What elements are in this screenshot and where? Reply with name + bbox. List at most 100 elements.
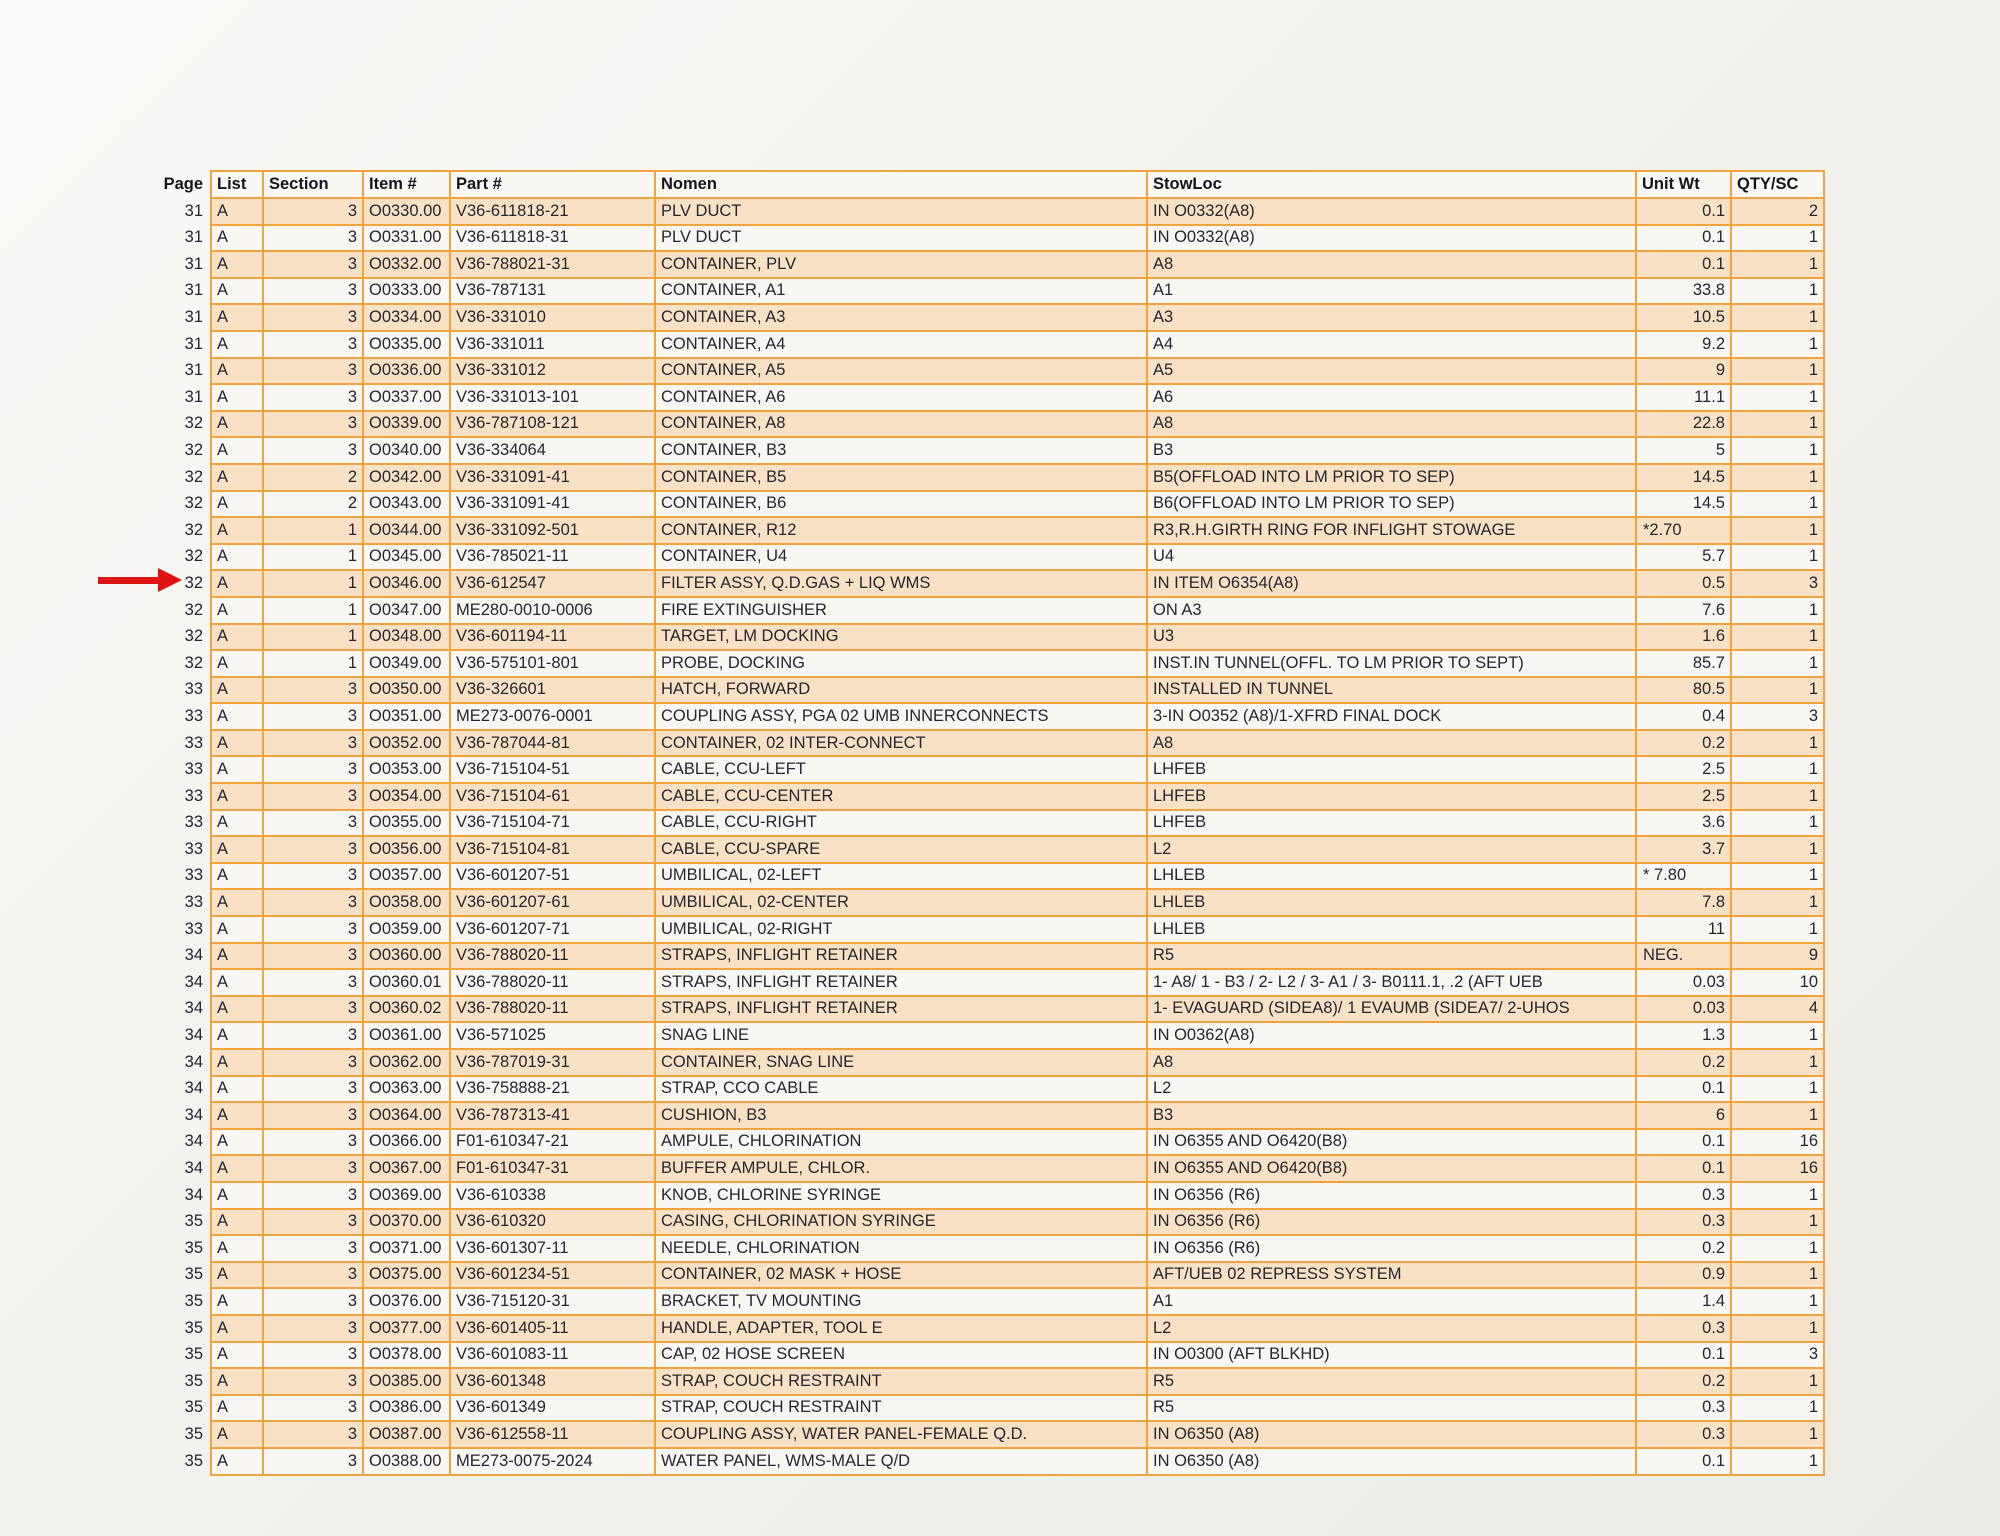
- cell-qty_sc: 1: [1730, 1260, 1825, 1290]
- cell-list: A: [210, 276, 264, 306]
- cell-page: 34: [184, 1052, 203, 1071]
- cell-page: 32: [184, 440, 203, 459]
- cell-list: A: [210, 1048, 264, 1077]
- cell-section: 3: [262, 1154, 364, 1183]
- cell-list: A: [210, 1393, 264, 1423]
- table-row: 31 A 3 O0330.00 V36-611818-21 PLV DUCT IN O033…: [146, 197, 1825, 226]
- cell-unit_wt: 2.5: [1635, 782, 1732, 811]
- cell-item: O0336.00: [362, 356, 451, 386]
- cell-nomen: CABLE, CCU-LEFT: [654, 755, 1148, 785]
- header-unit-wt: Unit Wt: [1635, 170, 1732, 199]
- cell-qty_sc: 1: [1730, 1021, 1825, 1050]
- cell-stowloc: IN O6356 (R6): [1146, 1180, 1637, 1210]
- cell-part: V36-612547: [449, 569, 656, 598]
- cell-section: 3: [262, 1287, 364, 1316]
- cell-part: V36-601405-11: [449, 1313, 656, 1343]
- cell-section: 3: [262, 1340, 364, 1370]
- cell-nomen: CONTAINER, 02 MASK + HOSE: [654, 1260, 1148, 1290]
- cell-page: 32: [184, 520, 203, 539]
- cell-item: O0377.00: [362, 1313, 451, 1343]
- cell-qty_sc: 1: [1730, 622, 1825, 652]
- cell-nomen: CABLE, CCU-RIGHT: [654, 808, 1148, 838]
- cell-list: A: [210, 569, 264, 598]
- cell-unit_wt: 0.2: [1635, 728, 1732, 758]
- cell-part: V36-785021-11: [449, 542, 656, 572]
- cell-qty_sc: 1: [1730, 542, 1825, 572]
- cell-part: V36-601349: [449, 1393, 656, 1423]
- cell-qty_sc: 16: [1730, 1154, 1825, 1183]
- cell-qty_sc: 4: [1730, 994, 1825, 1024]
- table-row: 31 A 3 O0334.00 V36-331010 CONTAINER, A3 A3 10.…: [146, 303, 1825, 332]
- cell-item: O0360.02: [362, 994, 451, 1024]
- cell-item: O0342.00: [362, 462, 451, 492]
- cell-item: O0360.00: [362, 941, 451, 971]
- cell-nomen: PLV DUCT: [654, 197, 1148, 226]
- cell-item: O0339.00: [362, 409, 451, 439]
- cell-qty_sc: 1: [1730, 861, 1825, 891]
- cell-part: V36-331091-41: [449, 462, 656, 492]
- cell-section: 3: [262, 1393, 364, 1423]
- cell-unit_wt: 1.3: [1635, 1021, 1732, 1050]
- table-row: 32 A 1 O0346.00 V36-612547 FILTER ASSY, Q.D.G…: [146, 569, 1825, 598]
- cell-part: F01-610347-21: [449, 1127, 656, 1157]
- cell-nomen: NEEDLE, CHLORINATION: [654, 1234, 1148, 1263]
- cell-nomen: CUSHION, B3: [654, 1101, 1148, 1130]
- cell-page: 35: [184, 1212, 203, 1231]
- cell-item: O0349.00: [362, 649, 451, 678]
- cell-item: O0352.00: [362, 728, 451, 758]
- cell-list: A: [210, 622, 264, 652]
- cell-qty_sc: 1: [1730, 383, 1825, 412]
- cell-stowloc: IN O6356 (R6): [1146, 1207, 1637, 1237]
- table-row: 34 A 3 O0367.00 F01-610347-31 BUFFER AMPULE, …: [146, 1154, 1825, 1183]
- cell-section: 1: [262, 516, 364, 545]
- cell-nomen: AMPULE, CHLORINATION: [654, 1127, 1148, 1157]
- cell-page: 35: [184, 1398, 203, 1417]
- cell-part: V36-331091-41: [449, 489, 656, 519]
- cell-stowloc: A5: [1146, 356, 1637, 386]
- cell-page: 35: [184, 1424, 203, 1443]
- cell-nomen: CABLE, CCU-SPARE: [654, 835, 1148, 864]
- cell-item: O0346.00: [362, 569, 451, 598]
- cell-part: V36-715120-31: [449, 1287, 656, 1316]
- cell-list: A: [210, 303, 264, 332]
- cell-stowloc: A1: [1146, 1287, 1637, 1316]
- cell-qty_sc: 1: [1730, 1101, 1825, 1130]
- cell-list: A: [210, 250, 264, 279]
- table-row: 35 A 3 O0385.00 V36-601348 STRAP, COUCH RESTR…: [146, 1367, 1825, 1396]
- table-row: 35 A 3 O0388.00 ME273-0075-2024 WATER PANEL, …: [146, 1446, 1825, 1476]
- cell-item: O0351.00: [362, 702, 451, 731]
- cell-item: O0335.00: [362, 329, 451, 359]
- cell-part: V36-788020-11: [449, 968, 656, 997]
- cell-page: 33: [184, 760, 203, 779]
- cell-item: O0363.00: [362, 1074, 451, 1104]
- cell-section: 3: [262, 835, 364, 864]
- cell-stowloc: A6: [1146, 383, 1637, 412]
- cell-stowloc: B6(OFFLOAD INTO LM PRIOR TO SEP): [1146, 489, 1637, 519]
- cell-qty_sc: 1: [1730, 516, 1825, 545]
- cell-section: 1: [262, 542, 364, 572]
- cell-part: V36-331092-501: [449, 516, 656, 545]
- cell-item: O0345.00: [362, 542, 451, 572]
- cell-page: 33: [184, 866, 203, 885]
- cell-part: V36-601234-51: [449, 1260, 656, 1290]
- cell-stowloc: A8: [1146, 250, 1637, 279]
- cell-stowloc: A1: [1146, 276, 1637, 306]
- cell-list: A: [210, 702, 264, 731]
- cell-qty_sc: 1: [1730, 1048, 1825, 1077]
- cell-section: 3: [262, 1180, 364, 1210]
- table-row: 34 A 3 O0361.00 V36-571025 SNAG LINE IN O0362(…: [146, 1021, 1825, 1050]
- cell-page: 34: [184, 1185, 203, 1204]
- cell-item: O0370.00: [362, 1207, 451, 1237]
- cell-unit_wt: 0.1: [1635, 197, 1732, 226]
- cell-item: O0337.00: [362, 383, 451, 412]
- cell-unit_wt: 0.1: [1635, 250, 1732, 279]
- cell-qty_sc: 1: [1730, 675, 1825, 705]
- cell-list: A: [210, 649, 264, 678]
- table-row: 33 A 3 O0355.00 V36-715104-71 CABLE, CCU-RIGH…: [146, 808, 1825, 838]
- cell-page: 33: [184, 706, 203, 725]
- cell-item: O0354.00: [362, 782, 451, 811]
- cell-page: 35: [184, 1265, 203, 1284]
- cell-nomen: HANDLE, ADAPTER, TOOL E: [654, 1313, 1148, 1343]
- cell-page: 35: [184, 1318, 203, 1337]
- cell-list: A: [210, 994, 264, 1024]
